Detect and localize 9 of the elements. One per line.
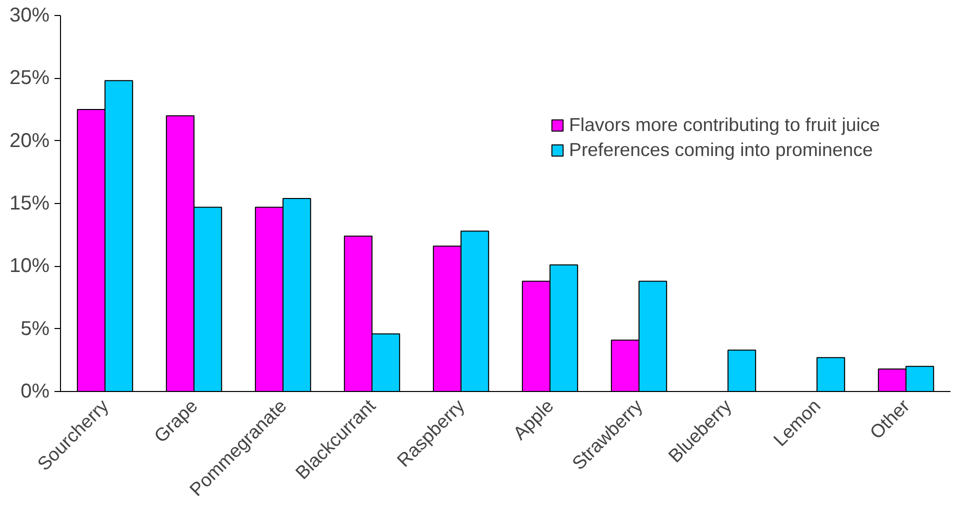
- y-tick-label: 30%: [9, 4, 50, 26]
- legend-label: Preferences coming into prominence: [569, 139, 873, 161]
- legend-label: Flavors more contributing to fruit juice: [569, 114, 880, 136]
- y-tick-label: 25%: [9, 67, 50, 90]
- y-tick-label: 10%: [9, 255, 50, 278]
- y-tick-label: 20%: [9, 130, 50, 152]
- y-tick-label: 5%: [20, 318, 50, 340]
- y-tick-label: 0%: [20, 380, 50, 402]
- y-tick-label: 15%: [9, 192, 50, 214]
